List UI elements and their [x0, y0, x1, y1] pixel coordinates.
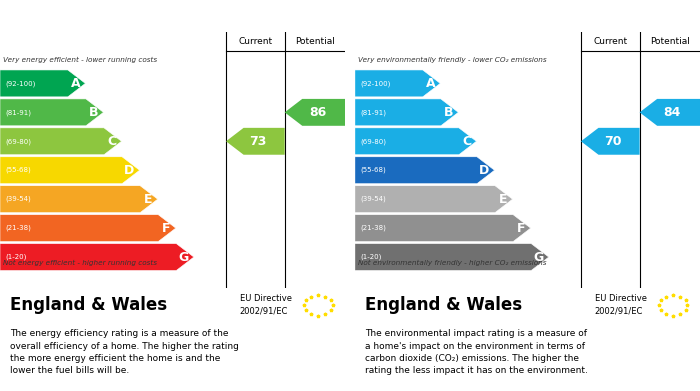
- Polygon shape: [0, 244, 194, 271]
- Polygon shape: [355, 244, 549, 271]
- Text: Environmental Impact (CO₂) Rating: Environmental Impact (CO₂) Rating: [365, 9, 627, 23]
- Text: 70: 70: [604, 135, 622, 148]
- Polygon shape: [0, 186, 158, 213]
- Polygon shape: [0, 157, 139, 184]
- Polygon shape: [581, 128, 640, 155]
- Text: B: B: [444, 106, 453, 119]
- Text: (1-20): (1-20): [5, 254, 27, 260]
- Polygon shape: [355, 215, 531, 242]
- Text: EU Directive
2002/91/EC: EU Directive 2002/91/EC: [240, 294, 292, 315]
- Text: (1-20): (1-20): [360, 254, 382, 260]
- Polygon shape: [640, 99, 700, 126]
- Text: (81-91): (81-91): [5, 109, 32, 116]
- Polygon shape: [355, 128, 477, 155]
- Text: A: A: [71, 77, 80, 90]
- Text: G: G: [178, 251, 189, 264]
- Text: (92-100): (92-100): [360, 80, 391, 87]
- Text: (92-100): (92-100): [5, 80, 36, 87]
- Text: Current: Current: [238, 37, 272, 46]
- Text: The energy efficiency rating is a measure of the
overall efficiency of a home. T: The energy efficiency rating is a measur…: [10, 329, 239, 375]
- Text: C: C: [462, 135, 471, 148]
- Polygon shape: [355, 157, 494, 184]
- Text: Not environmentally friendly - higher CO₂ emissions: Not environmentally friendly - higher CO…: [358, 260, 547, 266]
- Text: Potential: Potential: [295, 37, 335, 46]
- Polygon shape: [355, 70, 440, 97]
- Text: Very energy efficient - lower running costs: Very energy efficient - lower running co…: [4, 57, 158, 63]
- Text: Energy Efficiency Rating: Energy Efficiency Rating: [10, 9, 194, 23]
- Text: C: C: [107, 135, 116, 148]
- Polygon shape: [226, 128, 285, 155]
- Polygon shape: [355, 99, 458, 126]
- Text: 84: 84: [664, 106, 681, 119]
- Text: E: E: [144, 193, 153, 206]
- Text: (55-68): (55-68): [360, 167, 386, 174]
- Text: (81-91): (81-91): [360, 109, 386, 116]
- Polygon shape: [0, 70, 85, 97]
- Text: A: A: [426, 77, 435, 90]
- Text: (55-68): (55-68): [5, 167, 31, 174]
- Text: Very environmentally friendly - lower CO₂ emissions: Very environmentally friendly - lower CO…: [358, 57, 547, 63]
- Text: (39-54): (39-54): [5, 196, 31, 203]
- Text: (21-38): (21-38): [5, 225, 31, 231]
- Text: Current: Current: [593, 37, 627, 46]
- Polygon shape: [285, 99, 345, 126]
- Text: (39-54): (39-54): [360, 196, 386, 203]
- Text: Potential: Potential: [650, 37, 690, 46]
- Text: (21-38): (21-38): [360, 225, 386, 231]
- Polygon shape: [0, 215, 176, 242]
- Text: Not energy efficient - higher running costs: Not energy efficient - higher running co…: [4, 260, 158, 266]
- Polygon shape: [0, 128, 122, 155]
- Polygon shape: [0, 99, 104, 126]
- Text: (69-80): (69-80): [5, 138, 32, 145]
- Text: F: F: [517, 222, 526, 235]
- Text: F: F: [162, 222, 171, 235]
- Text: England & Wales: England & Wales: [10, 296, 167, 314]
- Text: D: D: [124, 164, 134, 177]
- Polygon shape: [355, 186, 512, 213]
- Text: 73: 73: [249, 135, 267, 148]
- Text: B: B: [89, 106, 98, 119]
- Text: E: E: [499, 193, 508, 206]
- Text: England & Wales: England & Wales: [365, 296, 522, 314]
- Text: G: G: [533, 251, 544, 264]
- Text: D: D: [479, 164, 489, 177]
- Text: EU Directive
2002/91/EC: EU Directive 2002/91/EC: [595, 294, 647, 315]
- Text: 86: 86: [309, 106, 326, 119]
- Text: (69-80): (69-80): [360, 138, 386, 145]
- Text: The environmental impact rating is a measure of
a home's impact on the environme: The environmental impact rating is a mea…: [365, 329, 588, 375]
